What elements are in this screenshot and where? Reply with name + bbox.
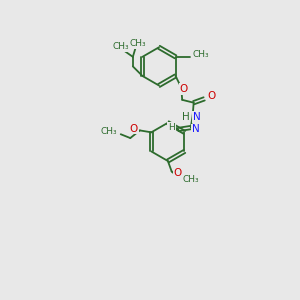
Text: CH₃: CH₃ [100, 127, 117, 136]
Text: O: O [179, 84, 188, 94]
Text: N: N [193, 112, 201, 122]
Text: O: O [130, 124, 138, 134]
Text: O: O [208, 92, 216, 101]
Text: CH₃: CH₃ [112, 42, 129, 51]
Text: CH₃: CH₃ [193, 50, 209, 59]
Text: N: N [192, 124, 200, 134]
Text: H: H [182, 112, 189, 122]
Text: CH₃: CH₃ [183, 175, 200, 184]
Text: H: H [168, 123, 175, 132]
Text: O: O [173, 168, 182, 178]
Text: CH₃: CH₃ [130, 39, 146, 48]
